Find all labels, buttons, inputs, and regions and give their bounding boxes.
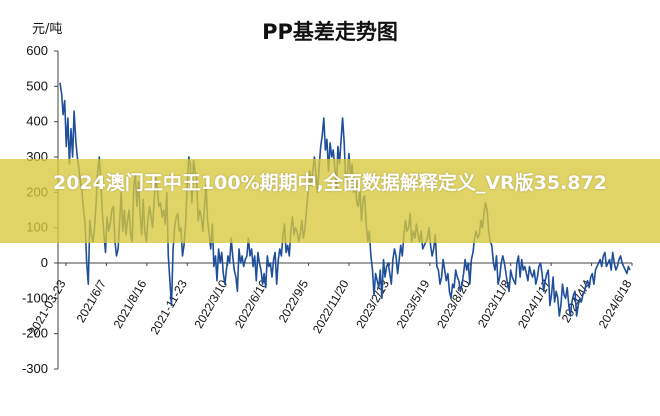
y-tick-label: 500 — [26, 78, 48, 93]
y-unit-label: 元/吨 — [32, 22, 62, 37]
x-tick-label: 2021/8/16 — [111, 277, 150, 331]
x-tick-label: 2022/9/5 — [276, 277, 312, 325]
x-tick-label: 2021-11-23 — [148, 277, 191, 337]
x-tick-label: 2024/1/17 — [515, 277, 554, 331]
y-tick-label: 0 — [41, 255, 48, 270]
y-tick-label: -200 — [22, 326, 48, 341]
y-tick-label: 400 — [26, 114, 48, 129]
y-tick-label: -300 — [22, 361, 48, 376]
x-tick-label: 2021/6/7 — [74, 277, 110, 325]
overlay-banner — [0, 159, 660, 243]
y-tick-label: -100 — [22, 290, 48, 305]
x-tick-label: 2022/11/20 — [310, 277, 352, 336]
overlay-headline: 2024澳门王中王100%期期中,全面数据解释定义_VR版35.872 — [53, 172, 607, 194]
x-tick-label: 2024/6/18 — [596, 277, 635, 331]
x-tick-label: 2023/5/19 — [394, 277, 433, 331]
chart-title: PP基差走势图 — [262, 20, 398, 44]
y-tick-label: 600 — [26, 43, 48, 58]
x-tick-label: 2022/3/10 — [191, 277, 230, 331]
